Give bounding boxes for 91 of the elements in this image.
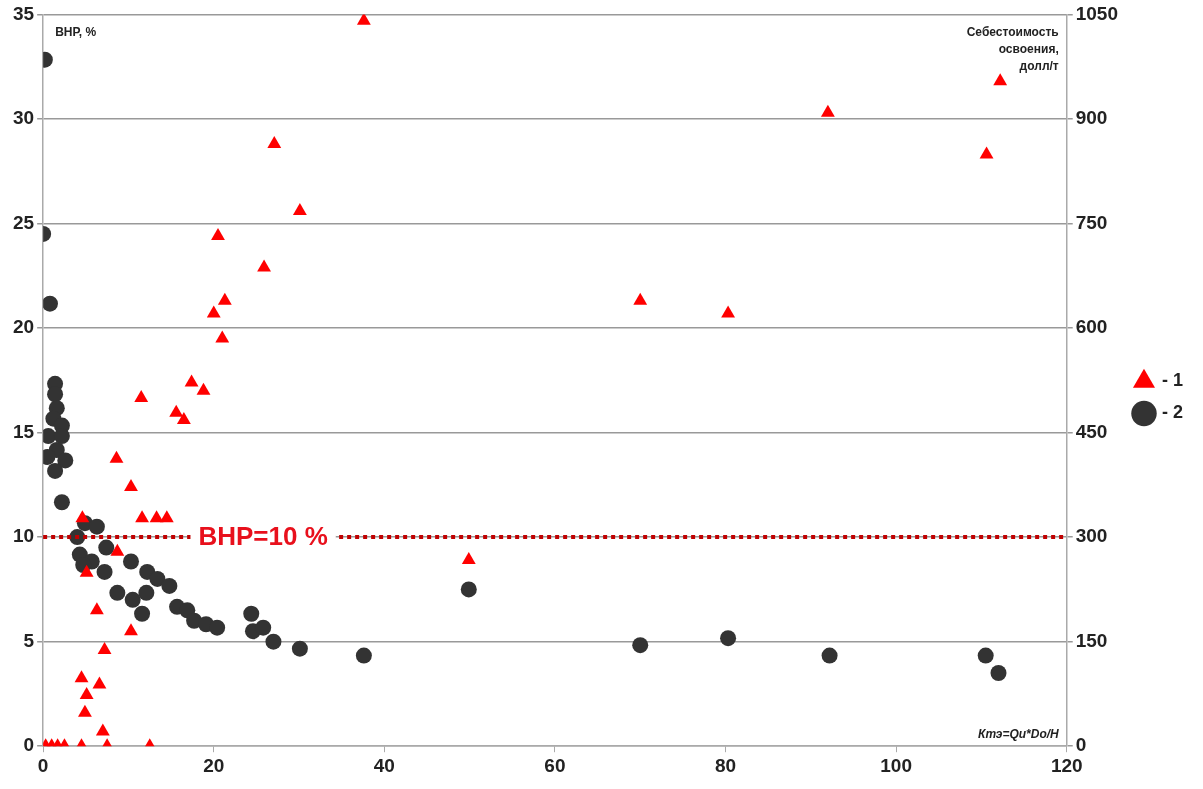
y2-tick-label: 600 [1075,316,1108,338]
point [124,478,138,491]
point [355,647,372,664]
x-tick-label: 100 [880,754,912,776]
point [78,704,92,717]
legend-label: - 2 [1161,402,1184,423]
y2-tick-label: 150 [1075,629,1108,651]
point [255,619,272,636]
point [265,633,282,650]
point [257,259,271,272]
point [124,591,141,608]
point [243,605,260,622]
point [632,637,649,654]
y-tick-label: 25 [12,211,35,233]
point [292,202,307,215]
point [633,292,648,305]
x-tick-label: 80 [714,754,737,776]
x-tick-label: 40 [373,754,395,776]
point [977,647,994,664]
point [75,510,90,523]
point [176,412,191,425]
point [211,228,225,241]
y2-tick-label: 900 [1075,107,1108,129]
y-tick-label: 35 [12,2,35,24]
x-tick-label: 0 [37,754,49,776]
point [74,670,89,683]
point [993,73,1008,86]
point [291,640,308,657]
y-tick-label: 10 [12,525,35,547]
point [159,510,174,523]
legend-label: - 1 [1161,370,1184,391]
point [990,665,1007,682]
y-axis-title: ВНР, % [55,24,97,39]
point [88,518,105,535]
point [124,623,138,636]
point [134,390,149,403]
point [43,295,58,312]
y-tick-label: 30 [12,107,35,129]
point [161,577,178,594]
point [215,330,230,343]
point [820,104,835,117]
point [135,510,150,523]
point [89,602,104,615]
point [206,305,221,318]
point [98,539,115,556]
point [92,676,107,689]
point [109,450,124,463]
point [721,305,736,318]
point [821,647,838,664]
point [356,14,371,25]
point [149,570,166,587]
point [720,630,737,647]
point [110,543,125,556]
point [79,564,94,577]
x-tick-label: 60 [544,754,566,776]
point [209,619,226,636]
x-axis-title: Ктэ=Qи*Dо/Н [978,726,1060,741]
point [134,605,151,622]
point [169,404,184,417]
point [184,374,199,387]
point [97,642,112,655]
y2-tick-label: 300 [1075,525,1108,547]
point [138,584,155,601]
point [461,552,476,565]
y-tick-label: 20 [12,316,35,338]
point [122,553,139,570]
y-tick-label: 15 [12,420,35,442]
y-tick-label: 0 [23,734,35,756]
y2-axis-title: Себестоимость освоения, долл/т [966,24,1059,73]
point [109,584,126,601]
point [47,462,64,479]
point [979,146,994,159]
y2-tick-label: 750 [1075,211,1108,233]
point [79,686,94,699]
y2-tick-label: 450 [1075,420,1108,442]
ref-line-label: ВНР=10 % [198,521,328,552]
x-tick-label: 120 [1050,754,1083,776]
y-tick-label: 5 [23,629,35,651]
point [53,428,70,445]
y2-tick-label: 1050 [1075,2,1119,24]
point [196,382,211,395]
point [267,136,282,149]
x-tick-label: 20 [203,754,225,776]
point [217,292,232,305]
y2-tick-label: 0 [1075,734,1087,756]
point [57,452,74,469]
point [47,386,64,403]
point [96,563,113,580]
point [460,581,477,598]
point [53,494,70,511]
point [95,723,110,736]
